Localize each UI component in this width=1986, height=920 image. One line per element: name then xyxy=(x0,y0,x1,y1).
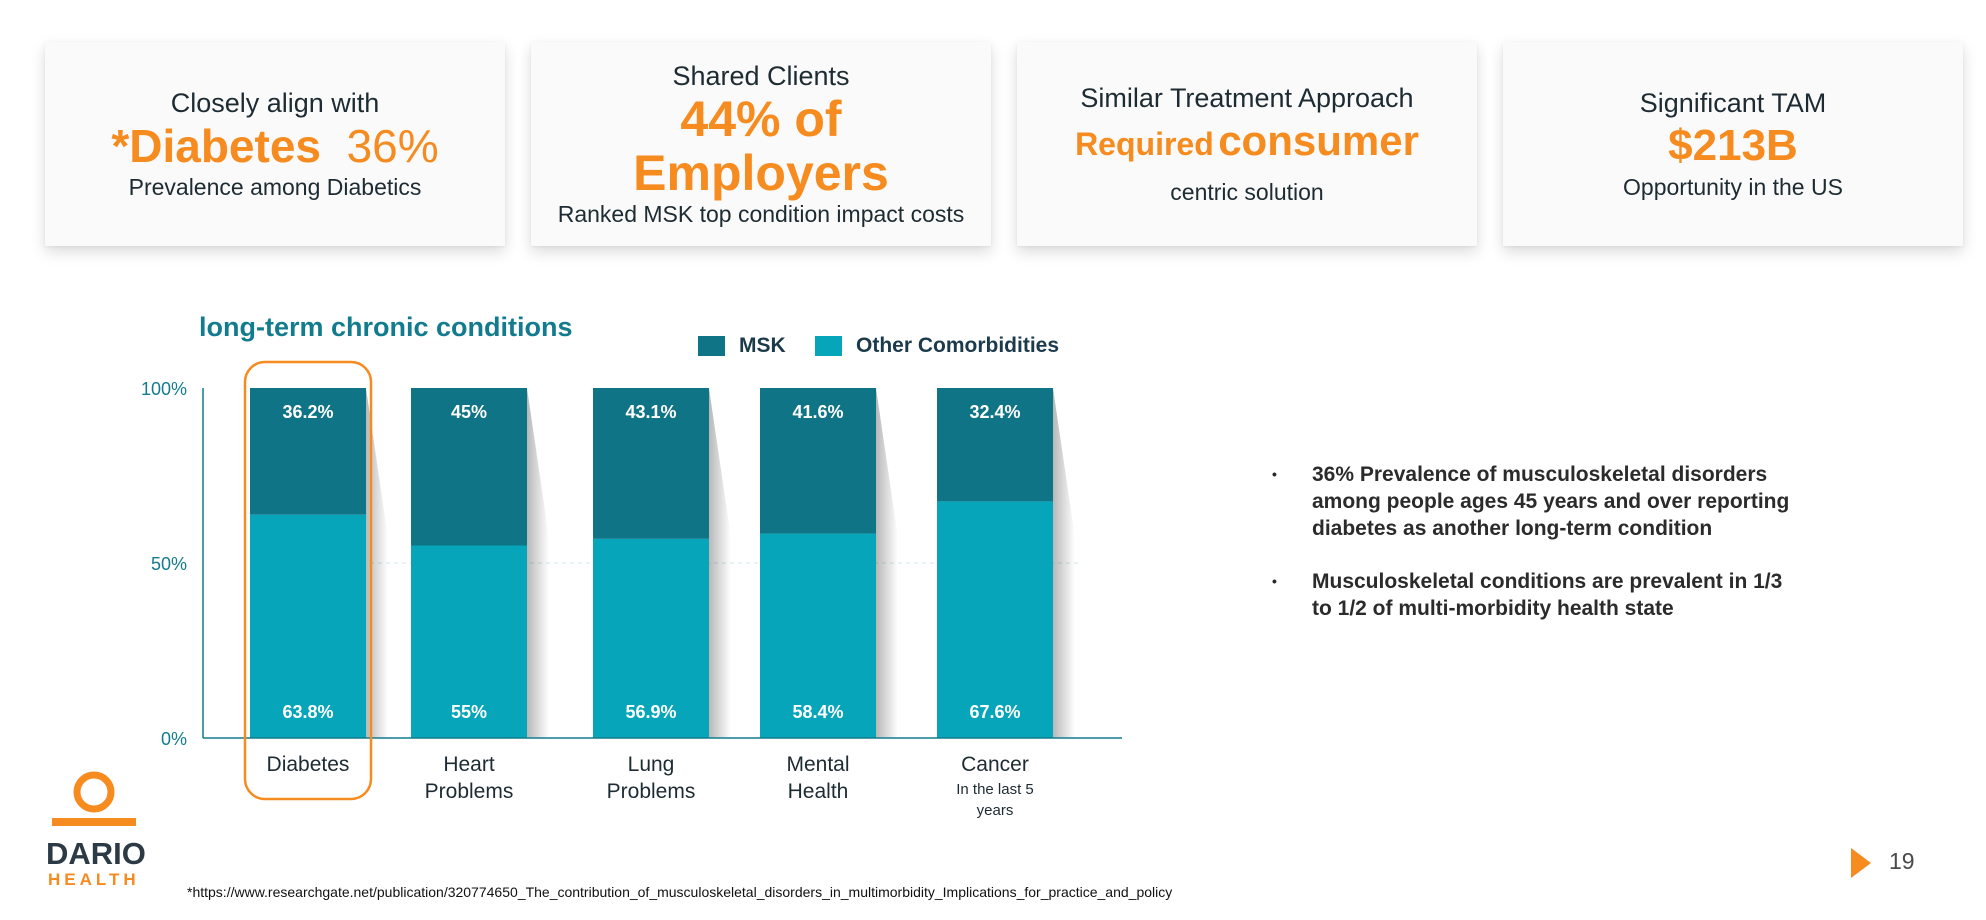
kpi-card-diabetes: Closely align with *Diabetes 36% Prevale… xyxy=(45,42,505,246)
data-label-msk: 36.2% xyxy=(282,402,333,422)
card-sub: Ranked MSK top condition impact costs xyxy=(557,201,965,227)
card-headline-a: *Diabetes xyxy=(111,120,321,172)
logo-icon xyxy=(52,771,136,826)
bar-shadow xyxy=(366,388,388,738)
kpi-card-employers: Shared Clients 44% of Employers Ranked M… xyxy=(531,42,991,246)
data-label-other: 55% xyxy=(451,702,487,722)
x-category-label: Health xyxy=(788,780,849,803)
card-headline-b: Employers xyxy=(633,145,889,201)
source-footnote: *https://www.researchgate.net/publicatio… xyxy=(187,884,1173,900)
bar-other-comorbidities xyxy=(760,533,876,738)
card-headline-a: Required xyxy=(1075,126,1214,162)
card-sub: Opportunity in the US xyxy=(1623,174,1843,200)
bar-msk xyxy=(411,388,527,546)
x-category-label: Mental xyxy=(786,753,849,776)
bar-msk xyxy=(593,388,709,539)
logo-text-dario: DARIO xyxy=(46,836,146,871)
bar-other-comorbidities xyxy=(593,538,709,738)
highlight-outline-diabetes xyxy=(243,360,373,801)
chart-title: long-term chronic conditions xyxy=(199,312,573,342)
bar-other-comorbidities xyxy=(937,501,1053,738)
card-headline: *Diabetes 36% xyxy=(111,119,438,173)
x-category-label: Cancer xyxy=(961,753,1029,776)
card-sub: centric solution xyxy=(1170,179,1324,205)
bullet-item: • Musculoskeletal conditions are prevale… xyxy=(1272,568,1792,622)
y-tick-label: 50% xyxy=(151,554,187,574)
legend-item-msk: MSK xyxy=(698,334,786,358)
bullet-text: 36% Prevalence of musculoskeletal disord… xyxy=(1312,463,1790,540)
bar-msk xyxy=(250,388,366,515)
bar-shadow xyxy=(527,388,549,738)
logo-text-health: HEALTH xyxy=(48,870,140,889)
data-label-msk: 45% xyxy=(451,402,487,422)
card-headline-b: 36% xyxy=(346,120,439,172)
dario-health-logo: DARIO HEALTH xyxy=(44,770,154,890)
card-lead: Similar Treatment Approach xyxy=(1080,83,1414,113)
bar-msk xyxy=(937,388,1053,502)
x-category-label: Problems xyxy=(425,780,514,803)
bar-shadow xyxy=(709,388,731,738)
kpi-card-tam: Significant TAM $213B Opportunity in the… xyxy=(1503,42,1963,246)
bar-other-comorbidities xyxy=(250,514,366,738)
legend-label-other: Other Comorbidities xyxy=(856,334,1060,357)
card-headline-a: 44% of xyxy=(680,91,842,147)
card-sub: Prevalence among Diabetics xyxy=(128,174,422,200)
card-headline: $213B xyxy=(1668,121,1798,170)
data-label-msk: 32.4% xyxy=(969,402,1020,422)
data-label-msk: 43.1% xyxy=(625,402,676,422)
data-label-msk: 41.6% xyxy=(792,402,843,422)
bullet-list: • 36% Prevalence of musculoskeletal diso… xyxy=(1272,461,1792,648)
y-tick-label: 0% xyxy=(161,729,187,749)
bullet-marker: • xyxy=(1272,573,1277,589)
play-arrow-icon xyxy=(1851,848,1871,878)
y-tick-label: 100% xyxy=(141,379,187,399)
bullet-text: Musculoskeletal conditions are prevalent… xyxy=(1312,570,1783,620)
bar-shadow xyxy=(1053,388,1075,738)
data-label-other: 67.6% xyxy=(969,702,1020,722)
bar-shadow xyxy=(876,388,898,738)
x-category-label: Diabetes xyxy=(267,753,350,776)
legend-item-other: Other Comorbidities xyxy=(815,334,1059,358)
x-category-label: Lung xyxy=(628,753,675,776)
page-indicator: 19 xyxy=(1849,846,1939,880)
data-label-other: 63.8% xyxy=(282,702,333,722)
bullet-item: • 36% Prevalence of musculoskeletal diso… xyxy=(1272,461,1792,542)
legend-swatch-msk xyxy=(698,336,725,356)
bullet-marker: • xyxy=(1272,466,1277,482)
card-headline-b: consumer xyxy=(1218,117,1419,164)
card-headline: Required consumer xyxy=(1075,114,1419,178)
legend-swatch-other xyxy=(815,336,842,356)
x-category-label: Problems xyxy=(607,780,696,803)
legend-label-msk: MSK xyxy=(739,334,786,357)
kpi-card-treatment: Similar Treatment Approach Required cons… xyxy=(1017,42,1477,246)
bar-other-comorbidities xyxy=(411,545,527,738)
page-number: 19 xyxy=(1889,848,1915,874)
x-category-sublabel: years xyxy=(977,802,1014,819)
data-label-other: 56.9% xyxy=(625,702,676,722)
bar-msk xyxy=(760,388,876,534)
x-category-label: Heart xyxy=(443,753,495,776)
card-lead: Shared Clients xyxy=(672,61,850,91)
card-lead: Significant TAM xyxy=(1639,88,1827,118)
data-label-other: 58.4% xyxy=(792,702,843,722)
card-lead: Closely align with xyxy=(170,88,380,118)
x-category-sublabel: In the last 5 xyxy=(956,781,1034,798)
